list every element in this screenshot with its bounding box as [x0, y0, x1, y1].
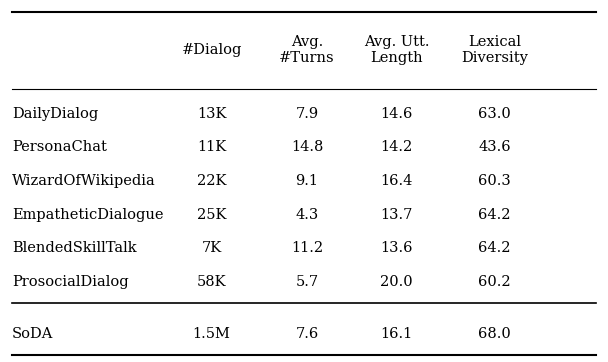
Text: 13.6: 13.6: [380, 241, 413, 256]
Text: 13K: 13K: [197, 106, 226, 121]
Text: 7.9: 7.9: [295, 106, 319, 121]
Text: EmpatheticDialogue: EmpatheticDialogue: [12, 208, 164, 222]
Text: 16.1: 16.1: [380, 327, 412, 341]
Text: 64.2: 64.2: [478, 208, 511, 222]
Text: Avg.
#Turns: Avg. #Turns: [279, 35, 335, 65]
Text: 22K: 22K: [197, 174, 226, 188]
Text: ProsocialDialog: ProsocialDialog: [12, 275, 129, 289]
Text: BlendedSkillTalk: BlendedSkillTalk: [12, 241, 137, 256]
Text: 7.6: 7.6: [295, 327, 319, 341]
Text: 11K: 11K: [197, 140, 226, 154]
Text: 16.4: 16.4: [380, 174, 413, 188]
Text: 14.6: 14.6: [380, 106, 413, 121]
Text: 58K: 58K: [197, 275, 226, 289]
Text: 63.0: 63.0: [478, 106, 511, 121]
Text: 60.2: 60.2: [478, 275, 511, 289]
Text: 4.3: 4.3: [295, 208, 319, 222]
Text: Avg. Utt.
Length: Avg. Utt. Length: [364, 35, 429, 65]
Text: 14.2: 14.2: [380, 140, 412, 154]
Text: 1.5M: 1.5M: [193, 327, 230, 341]
Text: 60.3: 60.3: [478, 174, 511, 188]
Text: 7K: 7K: [201, 241, 222, 256]
Text: 11.2: 11.2: [291, 241, 323, 256]
Text: 5.7: 5.7: [295, 275, 319, 289]
Text: PersonaChat: PersonaChat: [12, 140, 107, 154]
Text: 64.2: 64.2: [478, 241, 511, 256]
Text: 13.7: 13.7: [380, 208, 413, 222]
Text: 9.1: 9.1: [295, 174, 319, 188]
Text: 43.6: 43.6: [478, 140, 511, 154]
Text: WizardOfWikipedia: WizardOfWikipedia: [12, 174, 156, 188]
Text: 20.0: 20.0: [380, 275, 413, 289]
Text: Lexical
Diversity: Lexical Diversity: [461, 35, 528, 65]
Text: 14.8: 14.8: [291, 140, 323, 154]
Text: DailyDialog: DailyDialog: [12, 106, 98, 121]
Text: 68.0: 68.0: [478, 327, 511, 341]
Text: #Dialog: #Dialog: [181, 43, 242, 57]
Text: 25K: 25K: [197, 208, 226, 222]
Text: SᴏDA: SᴏDA: [12, 327, 54, 341]
